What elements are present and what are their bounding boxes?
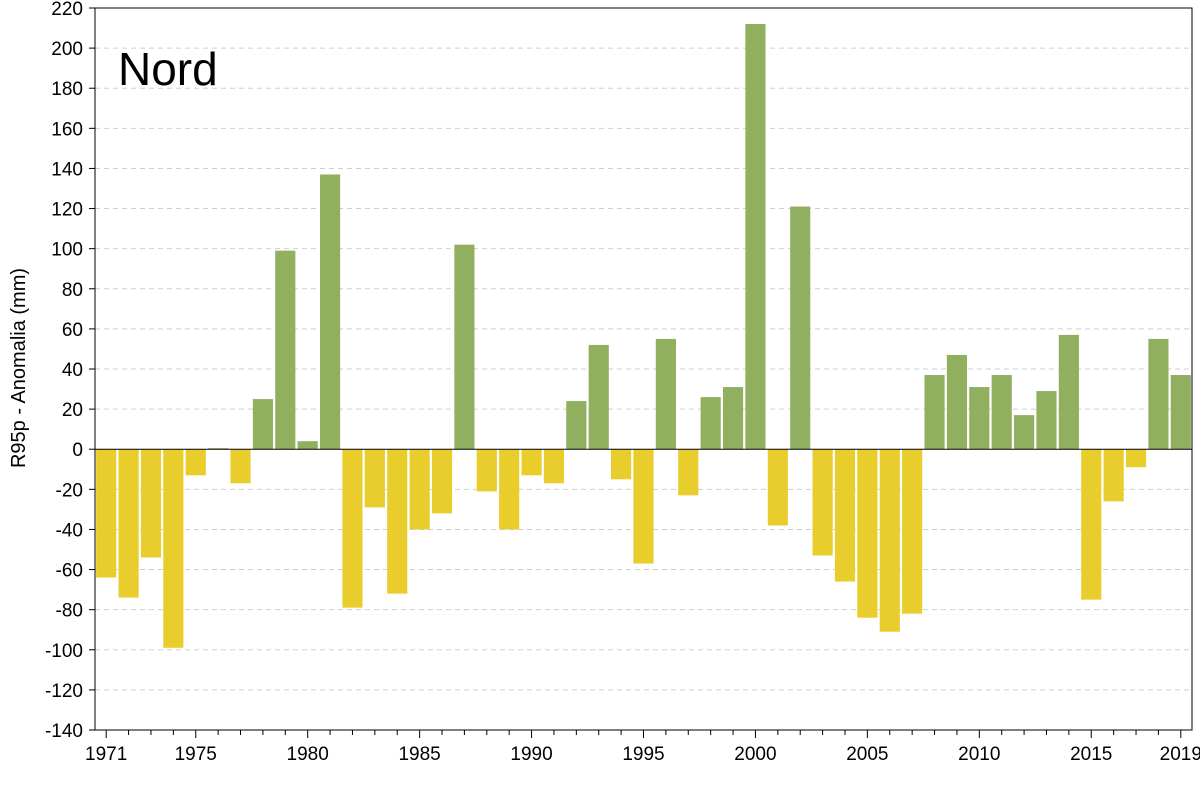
bar-1980 — [297, 441, 318, 450]
bar-1983 — [364, 449, 385, 508]
bar-2019 — [1170, 375, 1191, 450]
x-tick-label: 1995 — [622, 744, 664, 765]
y-tick-label: 40 — [62, 360, 83, 381]
y-tick-label: -120 — [45, 681, 83, 702]
bar-2001 — [767, 449, 788, 526]
y-tick-label: -40 — [56, 520, 83, 541]
x-tick-label: 2010 — [958, 744, 1000, 765]
bar-2014 — [1058, 334, 1079, 450]
bar-2010 — [969, 387, 990, 450]
x-tick-label: 2015 — [1070, 744, 1112, 765]
bar-1998 — [700, 397, 721, 450]
bar-1977 — [230, 449, 251, 484]
bar-1976 — [208, 448, 229, 450]
bar-1981 — [320, 174, 341, 450]
x-tick-label: 1990 — [510, 744, 552, 765]
bar-1999 — [722, 387, 744, 450]
bar-1990 — [521, 449, 542, 476]
bar-1975 — [185, 449, 206, 476]
bar-1995 — [633, 449, 654, 564]
y-tick-label: 160 — [51, 119, 83, 140]
bar-2000 — [745, 24, 766, 450]
bar-1992 — [566, 401, 587, 450]
bar-2013 — [1036, 391, 1057, 450]
bar-2006 — [879, 449, 900, 632]
bar-1971 — [96, 449, 117, 578]
bar-2016 — [1103, 449, 1124, 502]
bar-1974 — [163, 449, 184, 648]
bar-1989 — [499, 449, 520, 530]
x-tick-label: 1980 — [287, 744, 329, 765]
bar-1972 — [118, 449, 139, 598]
bar-2018 — [1148, 338, 1169, 450]
y-tick-label: 120 — [51, 200, 83, 221]
y-tick-label: 200 — [51, 39, 83, 60]
bar-2002 — [790, 206, 811, 450]
bar-2004 — [834, 449, 856, 582]
y-tick-label: -100 — [45, 641, 83, 662]
y-tick-label: -60 — [56, 561, 83, 582]
y-tick-label: 140 — [51, 159, 83, 180]
x-tick-label: 2005 — [846, 744, 888, 765]
bar-2011 — [991, 375, 1012, 450]
x-tick-label: 1975 — [175, 744, 217, 765]
y-tick-label: 60 — [62, 320, 83, 341]
bar-1985 — [409, 449, 430, 530]
bar-1986 — [431, 449, 453, 514]
bar-1994 — [611, 449, 632, 480]
y-tick-label: 0 — [72, 440, 83, 461]
y-tick-label: 20 — [62, 400, 83, 421]
bar-2003 — [812, 449, 833, 556]
x-tick-label: 1985 — [398, 744, 440, 765]
bar-2015 — [1081, 449, 1102, 600]
y-axis-title: R95p - Anomalia (mm) — [8, 268, 30, 468]
bar-1973 — [140, 449, 162, 558]
bar-1991 — [543, 449, 565, 484]
bar-2005 — [857, 449, 878, 618]
bar-1993 — [588, 344, 609, 450]
x-tick-labels: 1971 1975 1980 1985 1990 1995 2000 2005 2010 2015… — [85, 744, 1200, 765]
bars — [96, 24, 1191, 648]
bar-2007 — [902, 449, 923, 614]
x-tick-label: 2019 — [1160, 744, 1200, 765]
grid-lines — [95, 47, 1192, 691]
x-tick-label: 1971 — [85, 744, 127, 765]
panel-title: Nord — [118, 43, 218, 95]
x-tick-label: 2000 — [734, 744, 776, 765]
y-tick-label: 180 — [51, 79, 83, 100]
bar-1997 — [678, 449, 699, 496]
bar-2008 — [924, 375, 945, 450]
y-tick-label: 220 — [51, 0, 83, 20]
y-tick-label: -80 — [56, 601, 83, 622]
y-tick-labels: -140 -120 -100 -80 -60 -40 -20 0 20 40 60 80 100 120 1… — [45, 0, 83, 742]
bar-2012 — [1014, 415, 1035, 450]
y-tick-label: -140 — [45, 721, 83, 742]
bar-1978 — [252, 399, 273, 450]
bar-1984 — [387, 449, 408, 594]
bar-2017 — [1125, 449, 1147, 468]
bar-1996 — [655, 338, 676, 450]
bar-1982 — [342, 449, 363, 608]
y-tick-label: 100 — [51, 240, 83, 261]
bar-1988 — [476, 449, 497, 492]
y-tick-label: 80 — [62, 280, 83, 301]
y-tick-label: -20 — [56, 480, 83, 501]
bar-1979 — [275, 250, 296, 450]
bar-1987 — [454, 244, 475, 450]
bar-2009 — [946, 354, 967, 450]
axes — [89, 7, 1193, 738]
